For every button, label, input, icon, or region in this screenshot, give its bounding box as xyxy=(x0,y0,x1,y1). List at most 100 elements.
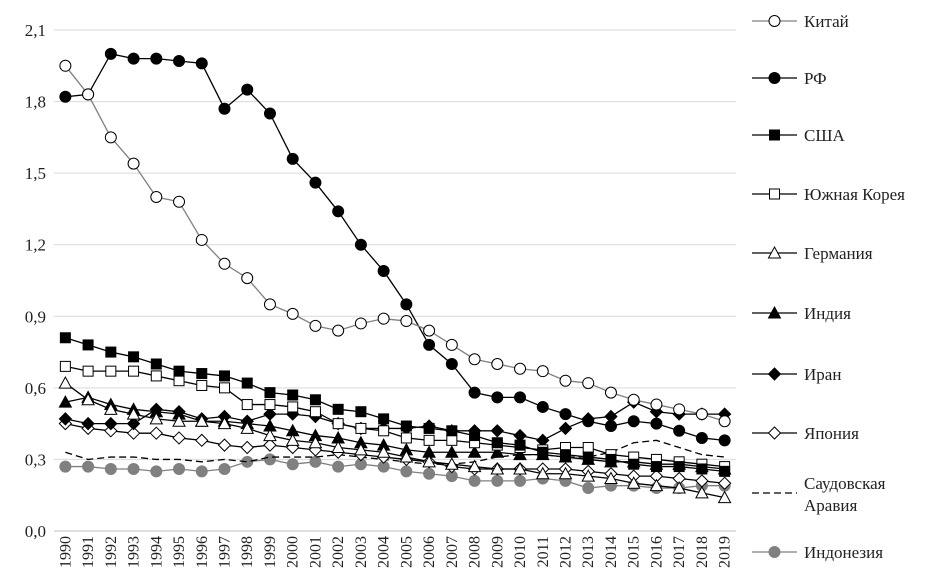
data-point xyxy=(173,462,186,475)
data-point xyxy=(196,379,208,391)
legend-entry: Индонезия xyxy=(752,543,883,562)
x-tick-label: 2001 xyxy=(307,536,324,568)
data-point xyxy=(59,332,71,344)
data-point xyxy=(128,351,140,363)
data-point xyxy=(650,461,662,473)
data-point xyxy=(240,421,255,434)
legend-entry: РФ xyxy=(752,69,827,88)
legend-entry: Китай xyxy=(752,12,849,31)
data-point xyxy=(718,434,731,447)
x-tick-label: 2007 xyxy=(444,536,461,568)
data-point xyxy=(378,413,390,425)
data-point xyxy=(695,485,709,499)
data-point xyxy=(217,438,232,452)
data-point xyxy=(309,176,322,189)
x-tick-label: 2010 xyxy=(512,536,529,568)
series-group xyxy=(58,47,732,504)
data-point xyxy=(400,420,412,432)
legend: Китай РФ США Южная Корея Германия Индия Иран Яп… xyxy=(752,12,905,562)
data-point xyxy=(241,272,254,285)
data-point xyxy=(263,298,276,311)
series-line xyxy=(65,458,725,489)
data-point xyxy=(717,490,732,504)
data-point xyxy=(582,415,595,428)
data-point xyxy=(400,298,413,311)
data-point xyxy=(241,83,254,96)
data-point xyxy=(128,365,140,377)
series-3 xyxy=(59,332,731,477)
data-point xyxy=(263,438,277,452)
data-point xyxy=(104,424,118,438)
data-point xyxy=(195,233,208,246)
data-point xyxy=(400,432,412,444)
data-point xyxy=(423,422,435,434)
legend-marker xyxy=(767,367,782,381)
data-point xyxy=(264,399,276,411)
y-tick-label: 0,0 xyxy=(25,522,46,541)
data-point xyxy=(423,324,436,337)
data-point xyxy=(468,353,481,366)
data-point xyxy=(582,451,594,463)
data-point xyxy=(194,414,209,427)
data-point xyxy=(81,416,95,431)
data-point xyxy=(81,392,95,406)
data-point xyxy=(719,465,731,477)
data-point xyxy=(150,465,163,478)
x-tick-label: 2015 xyxy=(626,536,643,568)
data-point xyxy=(377,312,390,325)
data-point xyxy=(491,474,504,487)
data-point xyxy=(59,460,72,473)
data-point xyxy=(285,433,300,446)
data-point xyxy=(445,338,458,351)
data-point xyxy=(195,433,209,448)
x-tick-label: 2009 xyxy=(489,536,506,568)
data-point xyxy=(173,195,186,208)
data-point xyxy=(513,461,527,475)
legend-label: Китай xyxy=(804,12,849,31)
x-tick-label: 1995 xyxy=(171,536,188,568)
data-point xyxy=(287,401,299,413)
data-point xyxy=(446,425,458,437)
data-point xyxy=(105,346,117,358)
legend-entry: Иран xyxy=(752,365,841,384)
legend-label: Индия xyxy=(804,304,851,323)
data-point xyxy=(628,458,640,470)
data-point xyxy=(286,458,299,471)
x-tick-label: 2012 xyxy=(558,536,575,568)
data-point xyxy=(332,205,345,218)
data-point xyxy=(82,339,94,351)
data-point xyxy=(627,415,640,428)
data-point xyxy=(423,434,435,446)
legend-label: РФ xyxy=(804,69,827,88)
data-point xyxy=(104,416,118,431)
y-tick-label: 2,1 xyxy=(25,21,46,40)
data-point xyxy=(309,319,322,332)
legend-label: Иран xyxy=(804,365,841,384)
legend-entry: США xyxy=(752,126,845,145)
legend-label: Южная Корея xyxy=(804,185,905,204)
legend-marker xyxy=(768,546,781,558)
data-point xyxy=(468,474,481,487)
data-point xyxy=(604,386,617,399)
data-point xyxy=(263,428,277,442)
x-tick-label: 2013 xyxy=(580,536,597,568)
series-line xyxy=(65,53,725,441)
data-point xyxy=(173,375,185,387)
data-point xyxy=(173,365,185,377)
legend-label: Саудовская xyxy=(804,474,886,493)
data-point xyxy=(559,374,572,387)
data-point xyxy=(491,437,503,449)
data-point xyxy=(103,402,118,415)
data-point xyxy=(82,460,95,473)
data-point xyxy=(195,57,208,70)
data-point xyxy=(196,368,208,380)
data-point xyxy=(150,52,163,65)
data-point xyxy=(240,440,254,455)
x-tick-label: 2014 xyxy=(603,536,620,568)
series-5 xyxy=(58,376,732,504)
data-point xyxy=(58,395,73,408)
data-point xyxy=(490,424,505,438)
data-point xyxy=(604,420,617,433)
legend-label: Аравия xyxy=(804,496,857,515)
